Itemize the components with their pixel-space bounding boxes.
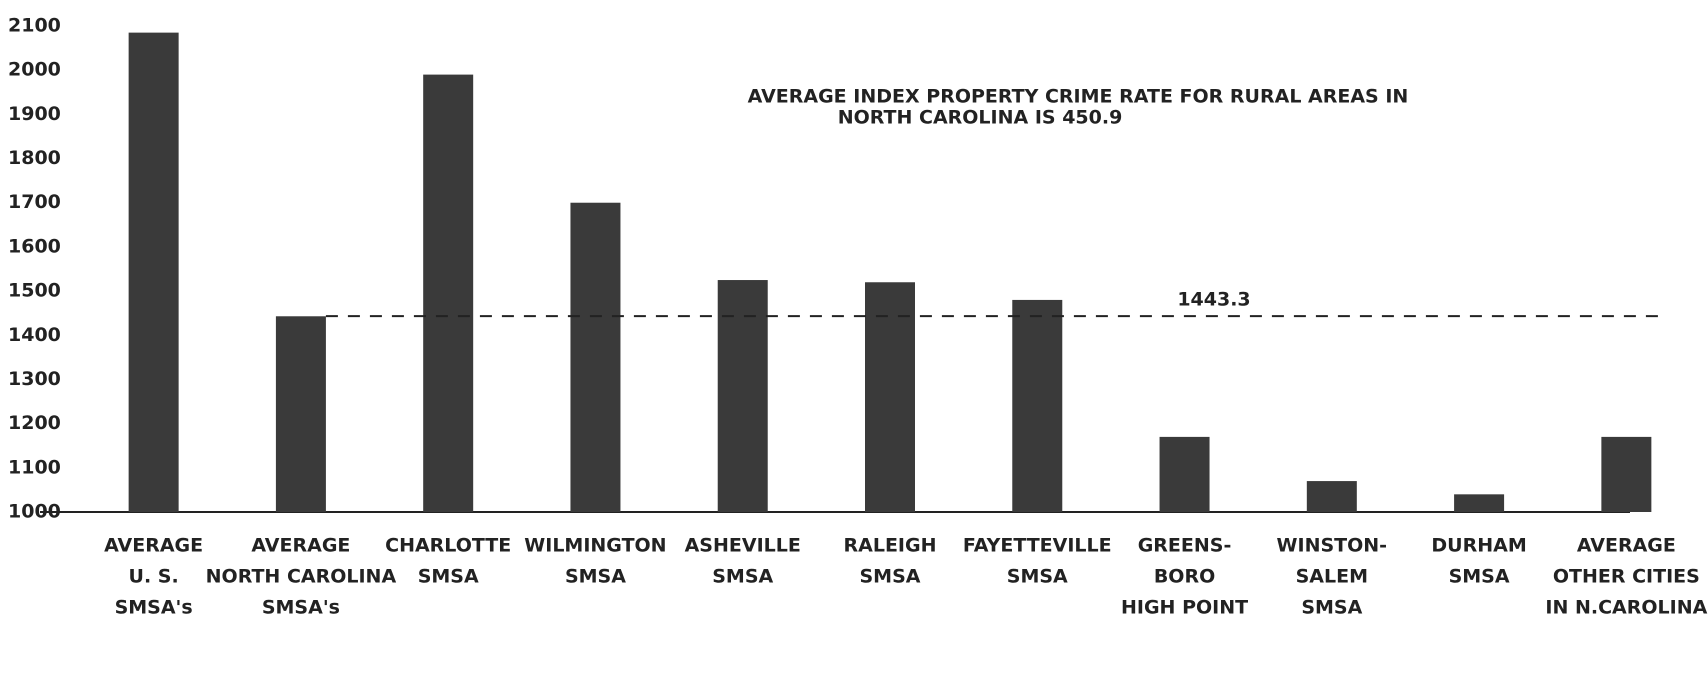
bar bbox=[1306, 481, 1357, 512]
bar bbox=[1012, 299, 1063, 512]
x-tick-label: AVERAGE bbox=[251, 535, 350, 557]
x-tick-label: CHARLOTTE bbox=[385, 535, 511, 557]
y-tick-label: 1500 bbox=[8, 280, 61, 302]
bar bbox=[1454, 494, 1505, 512]
reference-label: 1443.3 bbox=[1177, 289, 1250, 311]
y-tick-label: 1600 bbox=[8, 235, 61, 257]
bar bbox=[1601, 436, 1652, 512]
y-tick-label: 1300 bbox=[8, 368, 61, 390]
x-tick-label: SMSA bbox=[1449, 566, 1510, 588]
bar bbox=[865, 282, 915, 512]
y-tick-label: 1800 bbox=[8, 147, 61, 169]
y-tick-label: 1200 bbox=[8, 412, 61, 434]
y-tick-label: 1900 bbox=[8, 103, 61, 125]
bar bbox=[128, 32, 179, 513]
x-tick-label: IN N.CAROLINA bbox=[1545, 597, 1707, 619]
x-tick-label: SMSA's bbox=[115, 597, 193, 619]
x-tick-label: WILMINGTON bbox=[524, 535, 666, 557]
y-tick-label: 2100 bbox=[8, 15, 61, 37]
y-tick-label: 1700 bbox=[8, 191, 61, 213]
x-tick-label: RALEIGH bbox=[844, 535, 937, 557]
bar bbox=[423, 74, 474, 512]
x-tick-label: OTHER CITIES bbox=[1553, 566, 1700, 588]
x-tick-label: SALEM bbox=[1296, 566, 1368, 588]
x-tick-label: GREENS- bbox=[1138, 535, 1232, 557]
x-tick-label: WINSTON- bbox=[1277, 535, 1388, 557]
x-tick-label: BORO bbox=[1154, 566, 1215, 588]
x-tick-label: AVERAGE bbox=[1577, 535, 1676, 557]
x-tick-label: ASHEVILLE bbox=[685, 535, 801, 557]
bar bbox=[717, 280, 768, 512]
x-tick-label: SMSA bbox=[1301, 597, 1362, 619]
bar bbox=[570, 202, 621, 512]
x-tick-label: NORTH CAROLINA bbox=[206, 566, 397, 588]
x-tick-label: SMSA bbox=[1007, 566, 1068, 588]
y-tick-label: 1100 bbox=[8, 456, 61, 478]
x-tick-label: AVERAGE bbox=[104, 535, 203, 557]
x-tick-label: SMSA's bbox=[262, 597, 340, 619]
bar bbox=[275, 316, 326, 512]
x-tick-label: SMSA bbox=[565, 566, 626, 588]
x-tick-label: SMSA bbox=[712, 566, 773, 588]
bar bbox=[1159, 436, 1210, 512]
y-tick-label: 2000 bbox=[8, 59, 61, 81]
annotation: AVERAGE INDEX PROPERTY CRIME RATE FOR RU… bbox=[748, 86, 1409, 108]
x-tick-label: FAYETTEVILLE bbox=[963, 535, 1112, 557]
x-tick-label: U. S. bbox=[129, 566, 179, 588]
y-tick-label: 1400 bbox=[8, 324, 61, 346]
y-tick-label: 1000 bbox=[8, 501, 61, 523]
x-tick-label: SMSA bbox=[860, 566, 921, 588]
x-tick-label: HIGH POINT bbox=[1121, 597, 1248, 619]
annotation: NORTH CAROLINA IS 450.9 bbox=[838, 107, 1123, 129]
x-tick-label: DURHAM bbox=[1431, 535, 1526, 557]
x-tick-label: SMSA bbox=[418, 566, 479, 588]
